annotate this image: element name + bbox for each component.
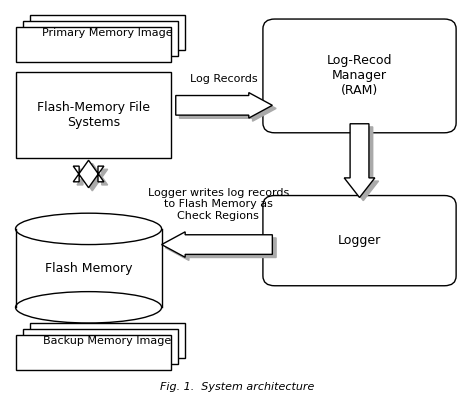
Text: Fig. 1.  System architecture: Fig. 1. System architecture [160,382,314,392]
Text: Log-Recod
Manager
(RAM): Log-Recod Manager (RAM) [327,55,392,98]
FancyBboxPatch shape [16,27,171,62]
Text: Flash Memory: Flash Memory [45,261,132,275]
Bar [16,229,162,307]
Ellipse shape [16,213,162,245]
FancyBboxPatch shape [30,15,185,51]
FancyBboxPatch shape [16,72,171,158]
Text: Logger writes log records
to Flash Memory as
Check Regions: Logger writes log records to Flash Memor… [147,188,289,221]
FancyBboxPatch shape [16,335,171,370]
FancyBboxPatch shape [30,323,185,358]
Polygon shape [344,124,375,198]
FancyBboxPatch shape [23,329,178,364]
Text: Backup Memory Image: Backup Memory Image [43,336,172,346]
Text: Primary Memory Image: Primary Memory Image [42,28,173,38]
Polygon shape [77,164,108,191]
FancyBboxPatch shape [23,21,178,56]
Text: Flash-Memory File
Systems: Flash-Memory File Systems [37,101,150,129]
Polygon shape [162,232,273,257]
FancyBboxPatch shape [263,196,456,286]
Text: Logger: Logger [338,234,381,247]
FancyBboxPatch shape [263,19,456,133]
Text: Log Records: Log Records [190,74,258,84]
Ellipse shape [16,292,162,323]
Polygon shape [348,127,379,201]
Polygon shape [165,235,276,260]
Polygon shape [73,160,104,188]
Polygon shape [176,92,273,118]
Polygon shape [180,96,276,121]
